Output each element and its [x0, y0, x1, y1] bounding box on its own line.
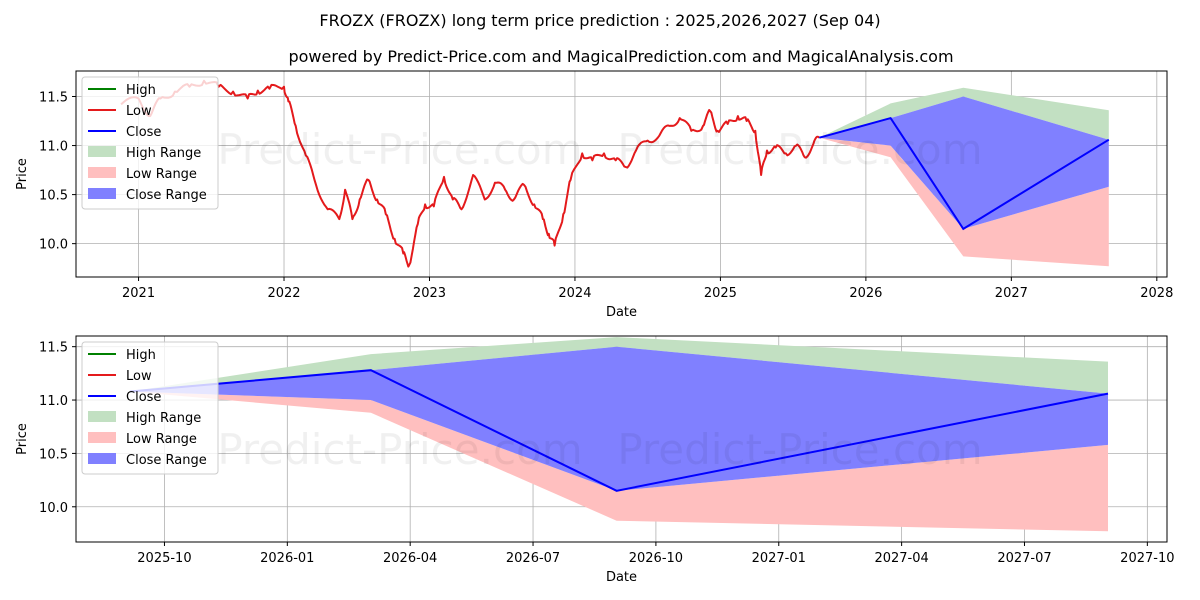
legend-low-range-label: Low Range — [126, 167, 197, 182]
x-tick-label: 2027-01 — [752, 551, 806, 566]
watermark-text: Predict-Price.com — [617, 275, 982, 324]
y-tick-label: 10.0 — [39, 238, 68, 253]
close-forecast-line — [819, 116, 1110, 231]
x-tick-label: 2023 — [413, 286, 446, 301]
low-range-area — [819, 137, 1109, 267]
x-tick-label: 2022 — [267, 286, 300, 301]
legend-high-label: High — [126, 83, 156, 98]
y-tick-label: 10.5 — [39, 189, 68, 204]
watermark-text: Predict-Price.com — [617, 125, 982, 174]
low-price-line — [120, 79, 820, 268]
y-tick-label: 11.5 — [39, 341, 68, 356]
y-axis-label: Price — [15, 158, 30, 190]
watermark-text: Predict-Price.com — [217, 125, 582, 174]
x-axis-label: Date — [606, 570, 637, 585]
close-forecast-line — [130, 369, 1109, 492]
close-range-area — [130, 346, 1109, 491]
legend-high-range-label: High Range — [126, 411, 201, 426]
legend-high-range-swatch — [88, 411, 116, 422]
x-tick-label: 2027 — [995, 286, 1028, 301]
legend: High Low Close High Range Low Range Close Ran… — [81, 76, 219, 210]
watermark-text: Predict-Price.com — [617, 425, 982, 474]
x-tick-label: 2026-01 — [260, 551, 314, 566]
legend-close-label: Close — [126, 125, 161, 140]
x-axis-label: Date — [606, 305, 637, 320]
x-tick-label: 2028 — [1140, 286, 1173, 301]
plot-area: Predict-Price.com Predict-Price.com — [76, 336, 1167, 542]
close-range-area — [819, 96, 1109, 229]
x-tick-label: 2026-04 — [383, 551, 437, 566]
legend-close-range-swatch — [88, 453, 116, 464]
legend-low-range-label: Low Range — [126, 432, 197, 447]
legend-close-label: Close — [126, 390, 161, 405]
top-panel: Predict-Price.com Predict-Price.com Predic… — [15, 70, 1173, 324]
legend-high-range-label: High Range — [126, 146, 201, 161]
legend-low-label: Low — [126, 104, 152, 119]
plot-frame — [75, 335, 1168, 543]
legend: High Low Close High Range Low Range Close Ran… — [81, 341, 219, 475]
y-tick-label: 11.0 — [39, 394, 68, 409]
low-range-area — [130, 391, 1109, 532]
x-tick-label: 2027-07 — [997, 551, 1051, 566]
high-range-area — [819, 87, 1109, 140]
bottom-panel: Predict-Price.com Predict-Price.com 2025-1… — [15, 335, 1175, 585]
x-tick-label: 2026-07 — [506, 551, 560, 566]
legend-close-range-swatch — [88, 188, 116, 199]
chart-title: FROZX (FROZX) long term price prediction… — [319, 11, 880, 30]
legend-low-range-swatch — [88, 167, 116, 178]
watermark-text: Predict-Price.com — [217, 425, 582, 474]
legend-close-range-label: Close Range — [126, 188, 207, 203]
y-axis-label: Price — [15, 423, 30, 455]
y-tick-label: 11.0 — [39, 140, 68, 155]
x-tick-label: 2025-10 — [137, 551, 191, 566]
plot-frame — [75, 70, 1168, 278]
legend-close-range-label: Close Range — [126, 453, 207, 468]
x-tick-label: 2027-04 — [874, 551, 928, 566]
high-range-area — [130, 337, 1109, 394]
y-tick-label: 10.5 — [39, 447, 68, 462]
legend-high-range-swatch — [88, 146, 116, 157]
chart-subtitle: powered by Predict-Price.com and Magical… — [288, 47, 953, 66]
x-tick-label: 2024 — [558, 286, 591, 301]
x-tick-label: 2025 — [704, 286, 737, 301]
y-tick-label: 11.5 — [39, 91, 68, 106]
x-tick-label: 2021 — [122, 286, 155, 301]
watermark-text: Predict-Price.com — [217, 275, 582, 324]
plot-area: Predict-Price.com Predict-Price.com Predic… — [76, 71, 1167, 324]
legend-high-label: High — [126, 348, 156, 363]
x-tick-label: 2026-10 — [629, 551, 683, 566]
legend-low-label: Low — [126, 369, 152, 384]
legend-low-range-swatch — [88, 432, 116, 443]
x-tick-label: 2026 — [849, 286, 882, 301]
x-tick-label: 2027-10 — [1120, 551, 1174, 566]
y-tick-label: 10.0 — [39, 501, 68, 516]
